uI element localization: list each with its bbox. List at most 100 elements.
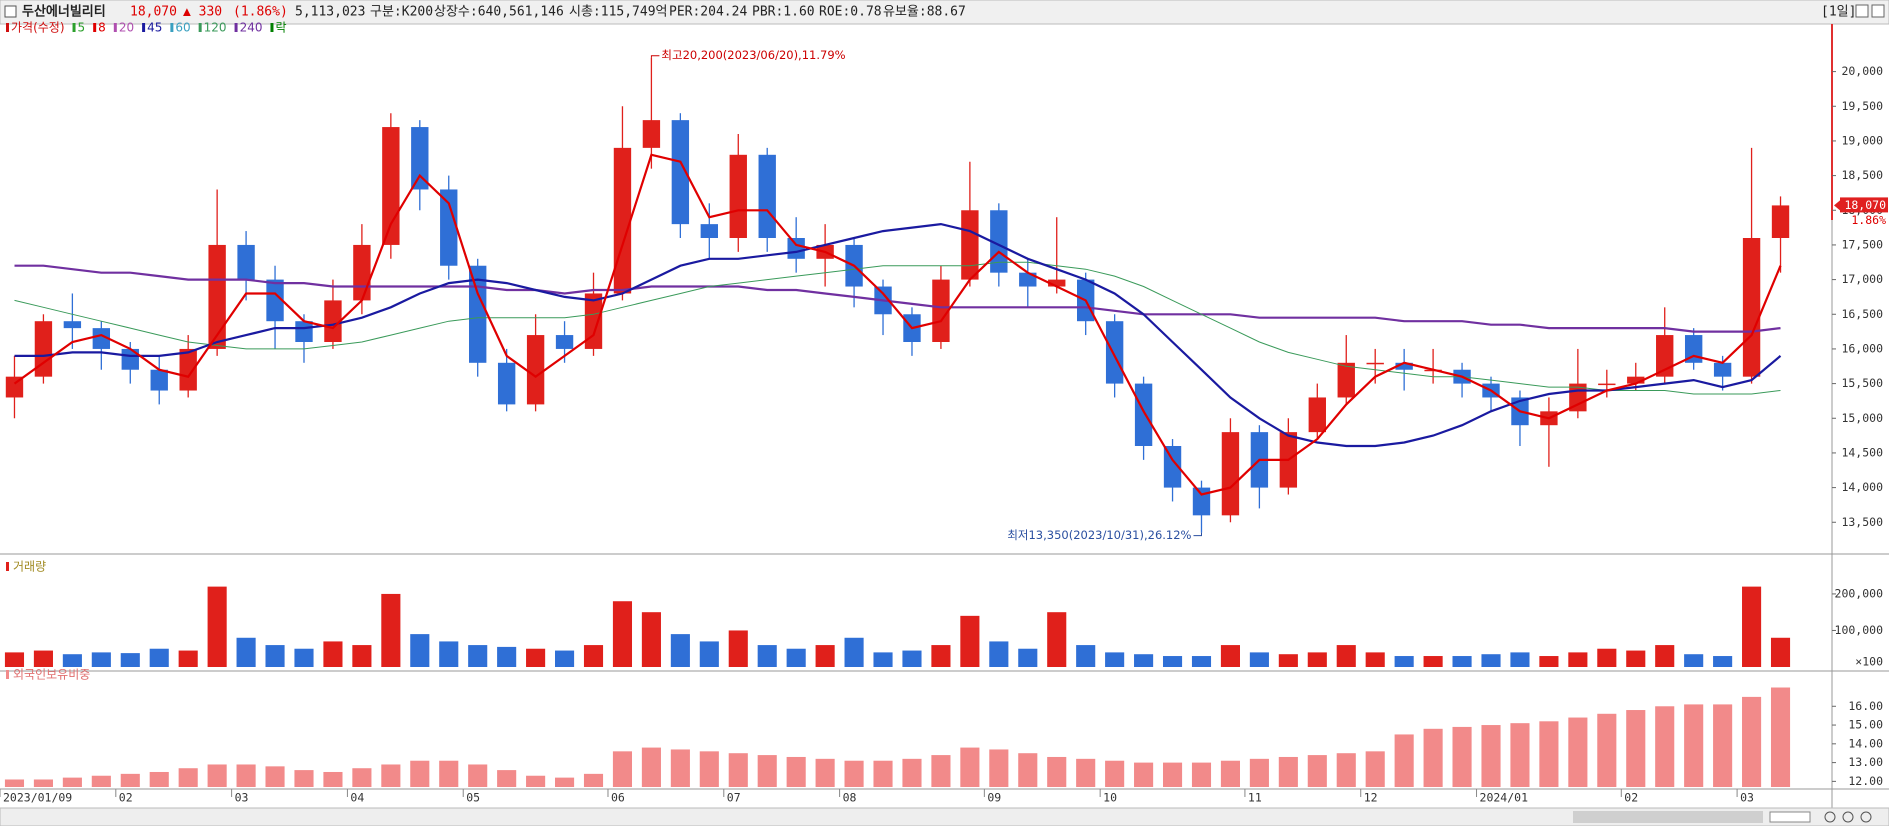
bar [1568, 652, 1588, 667]
y-tick-label: 14,500 [1841, 445, 1883, 459]
bar [1655, 706, 1675, 787]
bar [294, 770, 314, 787]
y-tick-label: 13,500 [1841, 515, 1883, 529]
legend-swatch [113, 23, 117, 32]
candle-body [1192, 487, 1211, 516]
x-tick-label: 05 [466, 791, 480, 805]
bar [555, 777, 575, 787]
bar [612, 751, 633, 787]
zoom-reset[interactable] [1860, 811, 1872, 823]
bar [468, 764, 488, 787]
bar [1684, 654, 1704, 667]
panel-title: 외국인보유비중 [13, 668, 90, 682]
bar [555, 650, 575, 667]
bar [583, 645, 604, 667]
bar [1249, 758, 1269, 787]
checkbox[interactable] [4, 5, 17, 18]
bar [1770, 637, 1791, 667]
bar [1162, 762, 1183, 787]
bar [439, 760, 459, 787]
candle-body [92, 328, 111, 349]
zoom-slider[interactable] [1769, 811, 1811, 823]
candle-body [1713, 362, 1732, 377]
bar [1220, 760, 1240, 787]
bar [178, 768, 198, 787]
zoom-in[interactable] [1824, 811, 1836, 823]
bar [1191, 762, 1212, 787]
legend-label: 60 [175, 21, 190, 35]
volume: 5,113,023 [295, 5, 365, 20]
bar [381, 593, 401, 667]
close-button[interactable] [1871, 4, 1885, 18]
bar [699, 641, 719, 667]
candle-body [440, 189, 458, 266]
y-tick-label: 17,000 [1841, 272, 1883, 286]
y-tick-label: 200,000 [1835, 586, 1884, 600]
bar [1626, 650, 1646, 667]
bar [989, 749, 1009, 787]
roe: ROE:0.78 [819, 5, 882, 20]
legend-label: 락 [275, 21, 286, 35]
bar [844, 760, 864, 787]
bar [786, 756, 806, 787]
bar [931, 645, 951, 667]
legend-swatch [142, 23, 146, 32]
bar [844, 637, 864, 667]
legend-swatch [6, 23, 9, 32]
candle-body [121, 348, 139, 370]
candle-body [729, 154, 747, 238]
bar [1539, 656, 1559, 667]
bar [207, 586, 227, 667]
bar [1452, 726, 1472, 787]
y-tick-label: 15,500 [1841, 376, 1883, 390]
bar [1307, 755, 1327, 787]
bar [1742, 696, 1762, 787]
bar [1047, 756, 1067, 787]
bar [641, 612, 661, 667]
maximize-button[interactable] [1855, 4, 1869, 18]
bar [931, 755, 951, 787]
bar [410, 634, 430, 667]
candle-body [469, 265, 487, 363]
legend-swatch [93, 23, 97, 32]
bar [1220, 645, 1240, 667]
y-tick-label: 16.00 [1848, 699, 1883, 713]
candle-body [1048, 279, 1066, 287]
bar [207, 764, 227, 787]
bar [526, 775, 546, 787]
bar [4, 652, 25, 667]
candle-body [237, 244, 255, 280]
scroll-thumb[interactable] [1573, 811, 1763, 823]
candle-body [700, 224, 718, 238]
bar [149, 771, 169, 787]
y-tick-label: 20,000 [1841, 64, 1883, 78]
moving-average [14, 264, 1781, 333]
bar [33, 779, 53, 787]
per: PER:204.24 [669, 5, 747, 20]
candle-body [584, 293, 603, 349]
bar [815, 758, 835, 787]
shares: 상장수:640,561,146 [434, 5, 564, 20]
x-tick-label: 2023/01/09 [3, 791, 72, 805]
bar [1365, 751, 1385, 787]
y-tick-label: 19,500 [1841, 99, 1883, 113]
period-button[interactable]: [1일] [1821, 5, 1856, 20]
zoom-out[interactable] [1842, 811, 1854, 823]
candle-body [1134, 383, 1153, 446]
bar [1336, 753, 1356, 787]
min-annotation: 최저13,350(2023/10/31),26.12% [1007, 528, 1191, 542]
x-tick-label: 04 [350, 791, 364, 805]
bar [526, 648, 546, 667]
y-tick-label: 14,000 [1841, 480, 1883, 494]
scrollbar[interactable] [0, 807, 1889, 826]
legend-swatch [170, 23, 174, 32]
bar [1134, 654, 1154, 667]
header-bar [0, 0, 1889, 25]
bar [33, 650, 53, 667]
legend-label: 120 [204, 21, 227, 35]
bar [265, 645, 285, 667]
bar [497, 646, 517, 667]
last-change: 1.86% [1851, 213, 1886, 227]
bar [1770, 687, 1791, 787]
